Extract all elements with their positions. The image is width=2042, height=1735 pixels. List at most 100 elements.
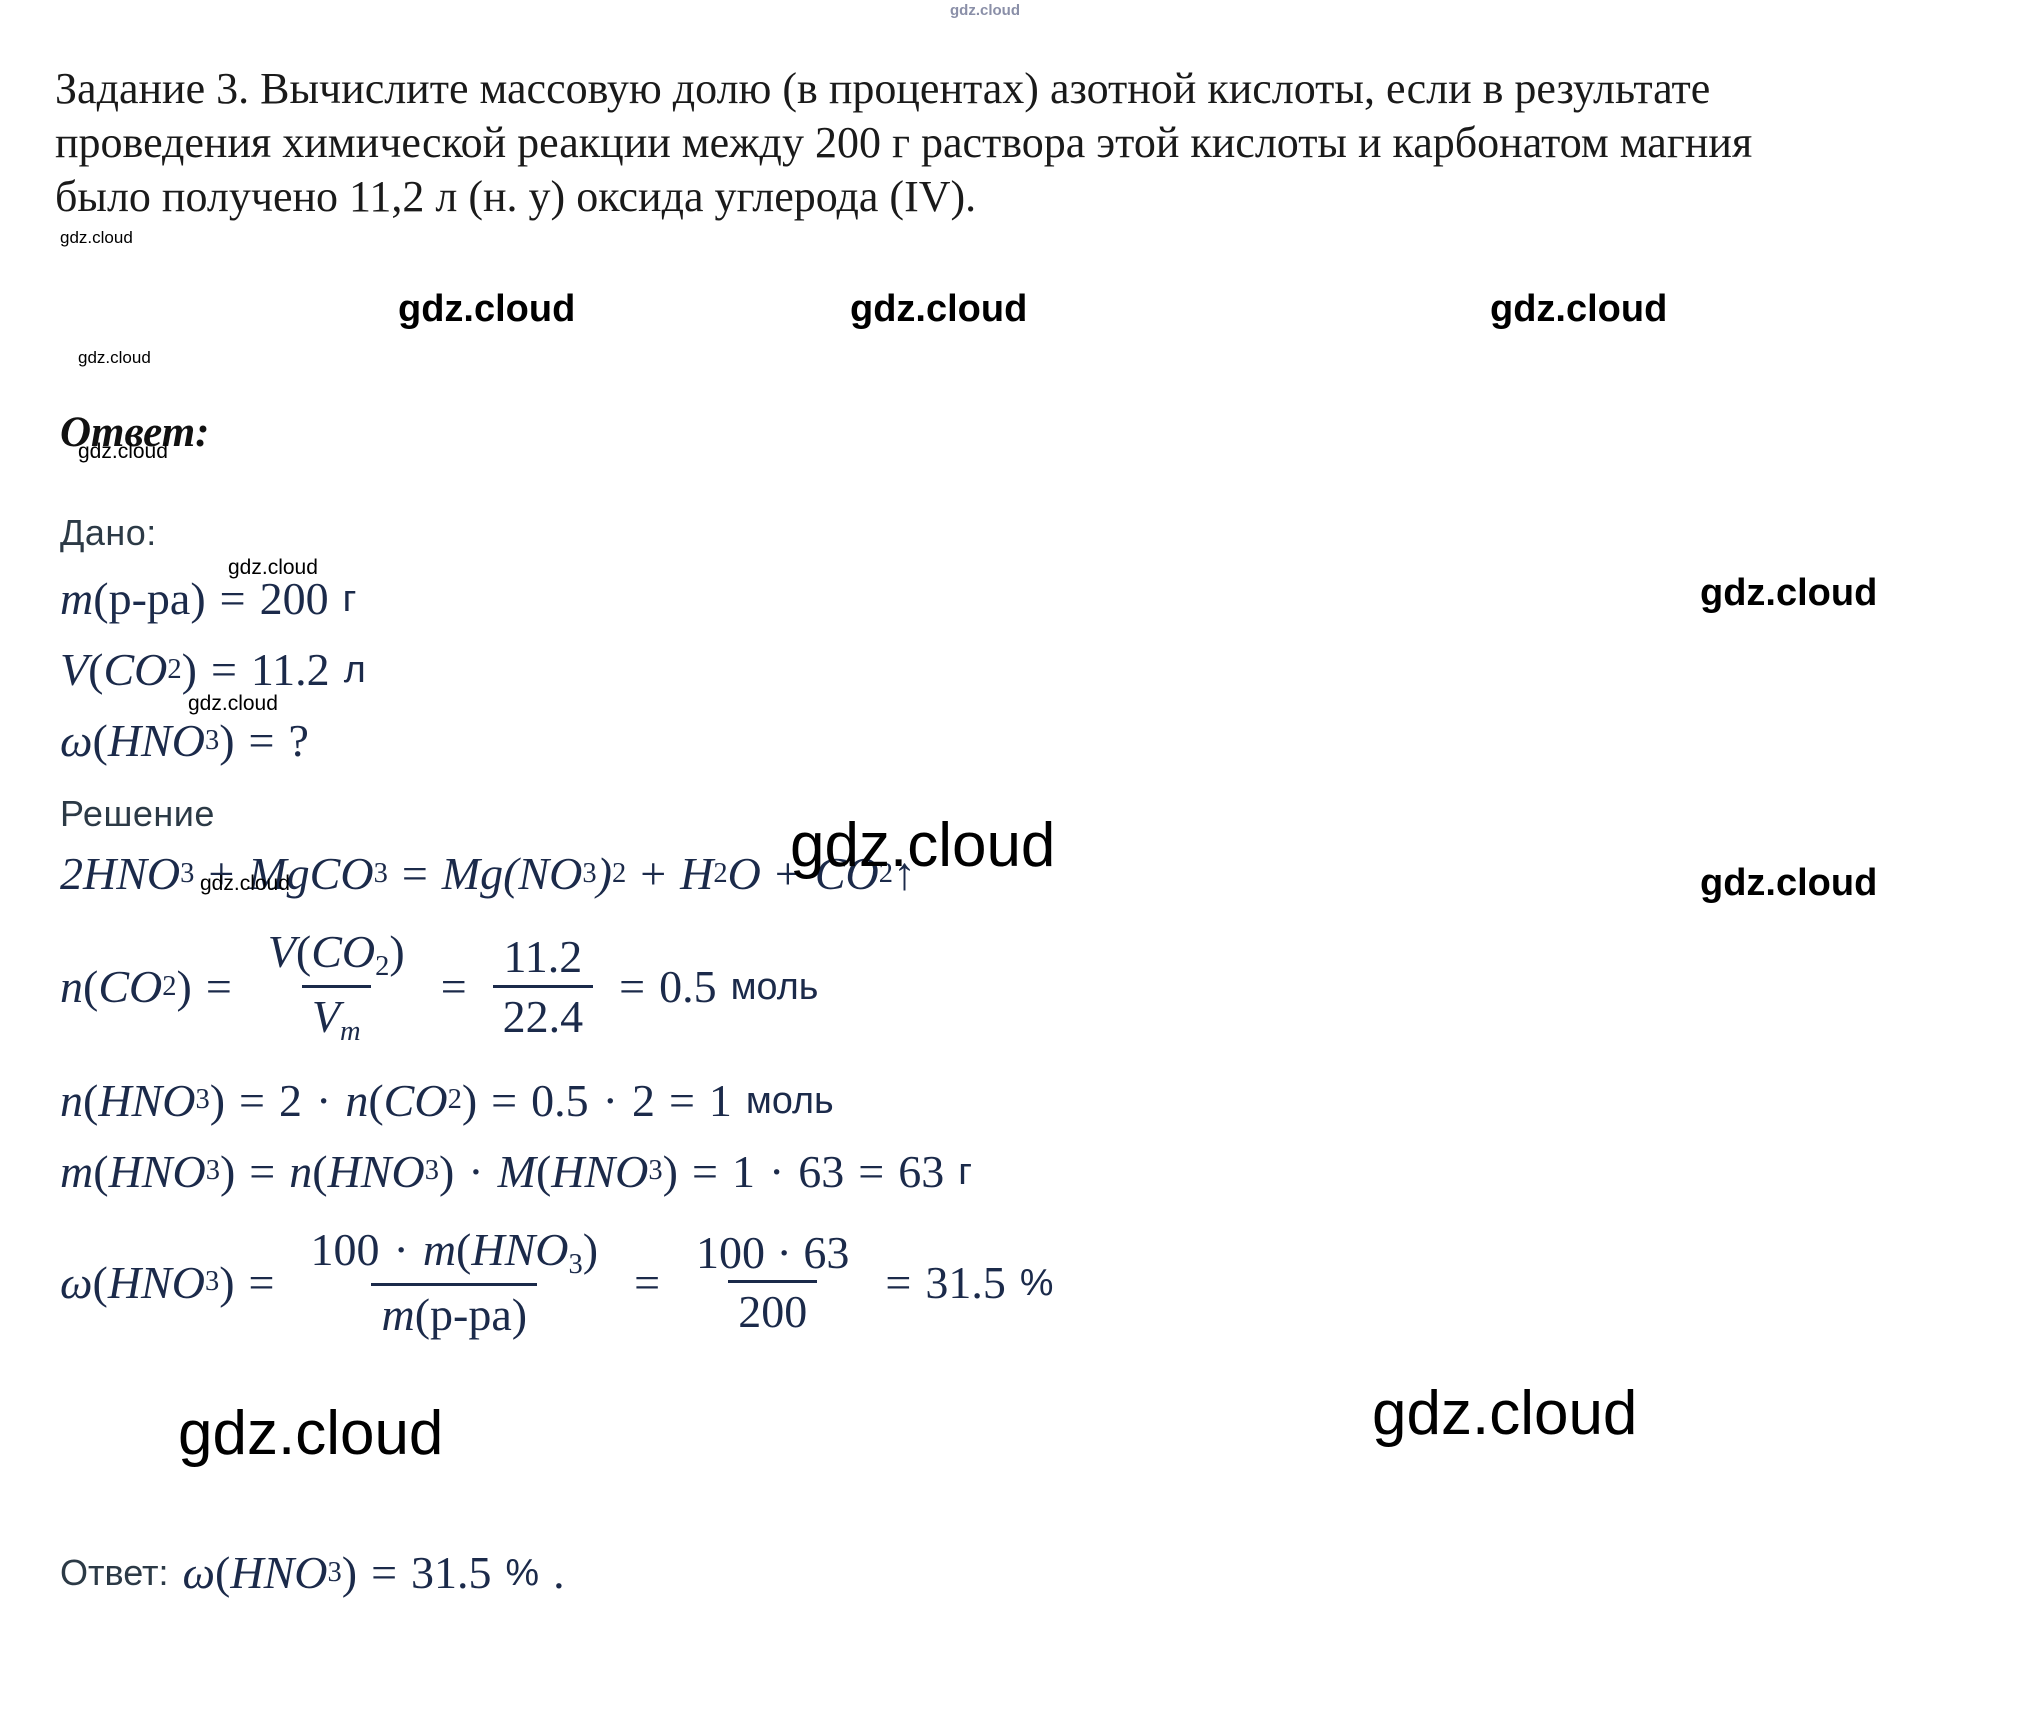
formula-hno3: HNO [108, 1145, 206, 1197]
answer-heading: Ответ: [60, 409, 210, 456]
formula-co2-subscript: 2 [167, 653, 182, 685]
paren-open: ( [93, 1145, 109, 1197]
product-mgno32: Mg(NO [441, 848, 583, 899]
paren-open: ( [215, 1547, 231, 1598]
formula-hno3-subscript: 3 [424, 1155, 439, 1187]
given-row-volume-co2: V ( CO 2 ) = 11.2 л [60, 643, 1560, 696]
watermark-14: gdz.cloud [1372, 1379, 1638, 1448]
watermark-8: gdz.cloud [1700, 572, 1878, 614]
paren-close: ) [219, 715, 235, 766]
watermark-11: gdz.cloud [1700, 862, 1878, 904]
plus-sign: + [208, 848, 235, 899]
watermark-13: gdz.cloud [178, 1399, 444, 1468]
fraction-volume-over-vm: V(CO2) Vm [258, 926, 415, 1048]
coefficient-2: 2 [60, 848, 83, 899]
formula-co2: CO [98, 961, 163, 1013]
symbol-n: n [289, 1145, 313, 1197]
value-100: 100 [310, 1223, 380, 1275]
equals-sign: = [239, 1074, 265, 1126]
fraction-112-over-224: 11.2 22.4 [492, 931, 594, 1042]
gas-arrow-icon: ↑ [893, 848, 917, 899]
value-05: 0.5 [531, 1074, 589, 1126]
formula-hno3: HNO [230, 1547, 328, 1598]
equals-sign: = [210, 644, 237, 695]
formula-hno3: HNO [107, 715, 205, 766]
equals-sign: = [691, 1145, 718, 1197]
value-2: 2 [631, 1074, 655, 1126]
equals-sign: = [440, 961, 467, 1013]
product-mgno32-subscript2: 2 [611, 857, 627, 889]
result-n-hno3: 1 [708, 1074, 732, 1126]
equals-sign: = [205, 961, 232, 1013]
label-solution: р-ра [430, 1288, 512, 1340]
value-63: 63 [798, 1145, 845, 1197]
given-label: Дано: [60, 512, 157, 553]
product-h2o: H [680, 848, 714, 899]
multiplication-dot: · [602, 1074, 618, 1126]
solution-label: Решение [60, 793, 215, 834]
given-row-omega-hno3: ω ( HNO 3 ) = ? [60, 714, 1560, 767]
multiplication-dot: · [768, 1145, 785, 1197]
paren-close: ) [219, 1145, 236, 1197]
symbol-V: V [267, 926, 296, 977]
unit-percent: % [505, 1551, 540, 1593]
paren-open: ( [83, 1074, 99, 1126]
paren-open: ( [535, 1145, 552, 1197]
product-mgno32-close: ) [596, 848, 612, 899]
symbol-n: n [60, 1074, 83, 1126]
formula-hno3: HNO [471, 1223, 569, 1275]
formula-hno3-subscript: 3 [568, 1248, 583, 1280]
equals-sign: = [248, 1256, 275, 1308]
symbol-Vm-subscript: m [340, 1015, 361, 1047]
formula-hno3: HNO [107, 1256, 205, 1308]
formula-co2: CO [103, 644, 168, 695]
equals-sign: = [668, 1074, 695, 1126]
formula-hno3-subscript: 3 [204, 1266, 220, 1298]
fraction-numerator: 100 · m(HNO3) [300, 1224, 608, 1283]
formula-co2: CO [383, 1074, 448, 1126]
equals-sign: = [401, 848, 428, 899]
solution-block: Дано: m ( р-ра ) = 200 г V ( CO 2 ) = 11.… [60, 512, 1560, 1340]
formula-hno3: HNO [98, 1074, 196, 1126]
watermark-2: gdz.cloud [398, 288, 576, 330]
paren-close: ) [190, 573, 206, 624]
result-omega-hno3: 31.5 [925, 1256, 1006, 1308]
final-answer-label: Ответ: [60, 1551, 169, 1593]
symbol-omega: ω [182, 1547, 216, 1598]
fraction-10063-over-200: 100 · 63 200 [686, 1227, 859, 1338]
symbol-m: m [60, 1145, 94, 1197]
formula-hno3-subscript: 3 [204, 724, 220, 756]
symbol-n: n [345, 1074, 369, 1126]
fraction-numerator: V(CO2) [258, 926, 415, 985]
value-unknown: ? [288, 715, 309, 766]
symbol-V: V [311, 990, 340, 1042]
fraction-numerator: 11.2 [503, 931, 583, 983]
plus-sign: + [640, 848, 667, 899]
reagent-mgco3-subscript: 3 [373, 857, 388, 889]
multiplication-dot: · [468, 1145, 484, 1197]
value-1: 1 [731, 1145, 755, 1197]
final-answer-value: 31.5 [411, 1547, 492, 1598]
symbol-omega: ω [60, 1256, 93, 1308]
watermark-1: gdz.cloud [60, 228, 133, 247]
paren-close: ) [341, 1547, 358, 1598]
paren-open: ( [368, 1074, 384, 1126]
multiplication-dot: · [393, 1223, 409, 1275]
step-n-co2: n ( CO 2 ) = V(CO2) Vm = 11.2 22.4 = 0.5 … [60, 926, 1560, 1048]
symbol-omega: ω [60, 715, 93, 766]
unit-mole: моль [745, 1078, 834, 1121]
unit-gram: г [958, 1149, 972, 1192]
label-solution: р-ра [108, 573, 191, 624]
formula-hno3-subscript: 3 [327, 1556, 342, 1588]
paren-open: ( [414, 1288, 431, 1340]
coefficient-2: 2 [279, 1074, 302, 1126]
reagent-hno3: HNO [83, 848, 181, 899]
unit-gram: г [342, 577, 357, 619]
paren-close: ) [209, 1074, 226, 1126]
symbol-m: m [422, 1223, 457, 1275]
reagent-mgco3: MgCO [248, 848, 374, 899]
unit-percent: % [1019, 1260, 1054, 1303]
paren-close: ) [662, 1145, 678, 1197]
multiplication-dot: · [316, 1074, 332, 1126]
